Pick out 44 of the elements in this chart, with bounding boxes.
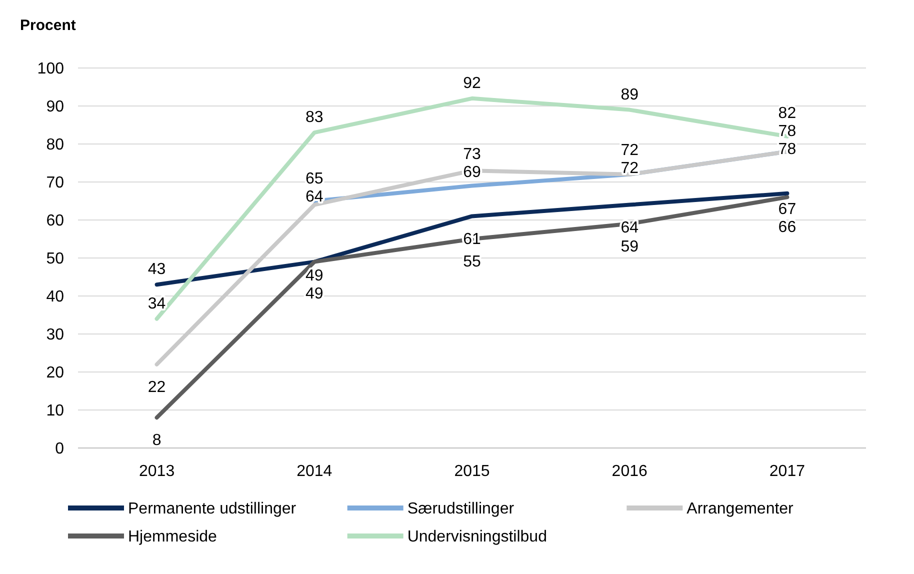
y-tick-label: 20 bbox=[46, 364, 64, 382]
y-axis-title: Procent bbox=[20, 17, 76, 34]
legend-label: Hjemmeside bbox=[128, 528, 218, 546]
y-tick-label: 40 bbox=[46, 288, 64, 306]
data-label: 59 bbox=[620, 238, 639, 256]
data-label: 22 bbox=[148, 379, 166, 396]
data-label: 43 bbox=[148, 261, 166, 278]
data-label: 64 bbox=[306, 188, 324, 206]
data-label: 82 bbox=[778, 105, 796, 122]
x-tick-label: 2016 bbox=[612, 463, 648, 480]
legend-label: Permanente udstillinger bbox=[128, 500, 297, 518]
data-label: 72 bbox=[620, 142, 639, 159]
x-tick-label: 2013 bbox=[139, 463, 175, 480]
y-tick-label: 50 bbox=[46, 250, 64, 268]
data-label: 49 bbox=[306, 285, 324, 302]
data-label: 8 bbox=[152, 432, 162, 450]
legend-label: Undervisningstilbud bbox=[407, 528, 547, 546]
data-label: 49 bbox=[306, 267, 324, 284]
y-tick-label: 70 bbox=[46, 174, 64, 192]
legend-label: Særudstillinger bbox=[407, 500, 515, 518]
data-label: 89 bbox=[620, 86, 639, 104]
data-label: 34 bbox=[148, 295, 166, 312]
data-label: 73 bbox=[463, 146, 481, 163]
data-label: 69 bbox=[463, 164, 481, 181]
x-tick-label: 2015 bbox=[454, 463, 490, 480]
data-label: 83 bbox=[306, 109, 324, 126]
y-tick-label: 100 bbox=[37, 60, 64, 78]
data-label: 72 bbox=[620, 160, 639, 177]
data-label: 65 bbox=[306, 170, 324, 188]
y-tick-label: 10 bbox=[46, 402, 64, 420]
y-tick-label: 80 bbox=[46, 136, 64, 154]
legend-label: Arrangementer bbox=[686, 500, 794, 518]
data-label: 66 bbox=[778, 218, 796, 236]
data-label: 78 bbox=[778, 141, 796, 158]
y-tick-label: 60 bbox=[46, 212, 64, 230]
data-label: 55 bbox=[463, 254, 481, 271]
y-tick-label: 30 bbox=[46, 326, 64, 344]
data-label: 92 bbox=[463, 75, 481, 92]
x-tick-label: 2014 bbox=[296, 463, 332, 480]
x-tick-label: 2017 bbox=[769, 463, 806, 480]
y-tick-label: 90 bbox=[46, 98, 64, 116]
y-tick-label: 0 bbox=[55, 440, 64, 458]
data-label: 67 bbox=[778, 200, 796, 218]
data-label: 78 bbox=[778, 123, 796, 140]
